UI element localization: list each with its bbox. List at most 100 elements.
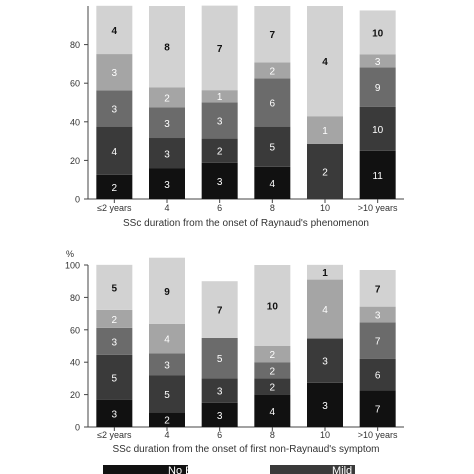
bar-segment xyxy=(254,265,291,346)
bar-segment xyxy=(307,382,343,427)
bar-segment xyxy=(254,62,291,79)
data-label: 3 xyxy=(217,411,223,422)
legend-label-mild-ed: Mild ED xyxy=(332,465,371,474)
legend-swatch-mild-ed xyxy=(270,465,355,474)
x-axis-label: SSc duration from the onset of Raynaud's… xyxy=(123,218,369,229)
y-tick-label: 0 xyxy=(75,195,80,205)
bar-segment xyxy=(201,337,238,379)
data-label: 7 xyxy=(217,306,223,317)
data-label: 4 xyxy=(270,179,276,190)
bar-segment xyxy=(254,166,291,199)
y-axis-label: % xyxy=(66,249,74,259)
bar-segment xyxy=(96,90,133,127)
data-label: 6 xyxy=(270,99,276,110)
bar-segment xyxy=(359,306,396,323)
data-label: 7 xyxy=(375,405,381,416)
bar-segment xyxy=(149,257,185,324)
data-label: 5 xyxy=(112,373,118,384)
data-label: 5 xyxy=(112,283,118,294)
x-tick-label: 8 xyxy=(270,203,275,213)
y-tick-label: 80 xyxy=(70,293,80,303)
data-label: 2 xyxy=(112,183,118,194)
bar-segment xyxy=(201,90,238,103)
bar-segment xyxy=(149,353,185,376)
data-label: 3 xyxy=(112,337,118,348)
bar-segment xyxy=(359,106,396,151)
chart-panel-non-raynaud: 0 20 40 60 80 100% 3 5 3 2 5 ≤2 years 2 5 3 4 9 4 3 3 5 7 6 4 2 2… xyxy=(65,249,404,455)
bar-segment xyxy=(254,346,291,363)
data-label: 7 xyxy=(270,30,276,41)
data-label: 4 xyxy=(112,26,118,37)
data-label: 7 xyxy=(375,337,381,348)
bar-segment xyxy=(96,354,133,400)
data-label: 3 xyxy=(217,116,223,127)
bar-segment xyxy=(201,281,238,338)
data-label: 3 xyxy=(112,68,118,79)
bar-segment xyxy=(359,10,396,55)
bar-segment xyxy=(201,102,238,139)
legend-swatch-no-ed xyxy=(103,465,188,474)
bar-segment xyxy=(254,6,291,63)
data-label: 3 xyxy=(375,57,381,68)
bar-segment xyxy=(254,78,291,127)
data-label: 10 xyxy=(372,125,384,136)
data-label: 2 xyxy=(322,167,328,178)
data-label: 1 xyxy=(322,268,328,279)
bar-segment xyxy=(359,390,396,427)
x-tick-label: 4 xyxy=(164,430,169,440)
x-tick-label: 6 xyxy=(217,203,222,213)
x-tick-label: >10 years xyxy=(358,203,398,213)
y-tick-label: 20 xyxy=(70,156,80,166)
x-tick-label: >10 years xyxy=(358,430,398,440)
data-label: 3 xyxy=(217,177,223,188)
y-tick-label: 40 xyxy=(70,358,80,368)
data-label: 3 xyxy=(322,401,328,412)
data-label: 2 xyxy=(270,66,276,77)
bar-segment xyxy=(359,67,396,107)
data-label: 9 xyxy=(375,83,381,94)
y-tick-label: 20 xyxy=(70,390,80,400)
data-label: 2 xyxy=(270,366,276,377)
bar-segment xyxy=(149,375,185,413)
data-label: 4 xyxy=(270,407,276,418)
x-tick-label: 10 xyxy=(320,203,330,213)
bar-segment xyxy=(149,138,185,169)
bar-segment xyxy=(96,174,133,199)
data-label: 3 xyxy=(112,409,118,420)
data-label: 7 xyxy=(375,284,381,295)
data-label: 1 xyxy=(322,126,328,137)
bar-segment xyxy=(307,6,343,117)
bar-segment xyxy=(96,54,133,91)
data-label: 3 xyxy=(164,360,170,371)
data-label: 3 xyxy=(164,119,170,130)
legend-label-no-ed: No ED xyxy=(168,465,200,474)
data-label: 5 xyxy=(164,390,170,401)
data-label: 5 xyxy=(270,143,276,154)
data-label: 10 xyxy=(372,28,384,39)
x-tick-label: 8 xyxy=(270,430,275,440)
data-label: 3 xyxy=(112,104,118,115)
bar-segment xyxy=(307,264,343,280)
y-tick-label: 80 xyxy=(70,40,80,50)
bar-segment xyxy=(254,362,291,379)
bar-segment xyxy=(201,402,238,427)
x-tick-label: ≤2 years xyxy=(97,430,132,440)
bar-segment xyxy=(254,126,291,167)
bar-segment xyxy=(149,323,185,354)
bar-segment xyxy=(149,412,185,427)
bar-segment xyxy=(359,54,396,68)
bar-segment xyxy=(359,322,396,359)
bar-segment xyxy=(359,150,396,199)
legend: No ED Mild ED xyxy=(103,465,371,474)
x-tick-label: 6 xyxy=(217,430,222,440)
x-tick-label: 4 xyxy=(164,203,169,213)
data-label: 7 xyxy=(217,44,223,55)
bar-segment xyxy=(149,107,185,139)
bar-segment xyxy=(96,264,133,310)
data-label: 2 xyxy=(164,416,170,427)
data-label: 11 xyxy=(372,171,383,182)
y-tick-label: 60 xyxy=(70,325,80,335)
y-tick-label: 60 xyxy=(70,79,80,89)
data-label: 1 xyxy=(217,92,223,103)
bar-segment xyxy=(254,394,291,427)
